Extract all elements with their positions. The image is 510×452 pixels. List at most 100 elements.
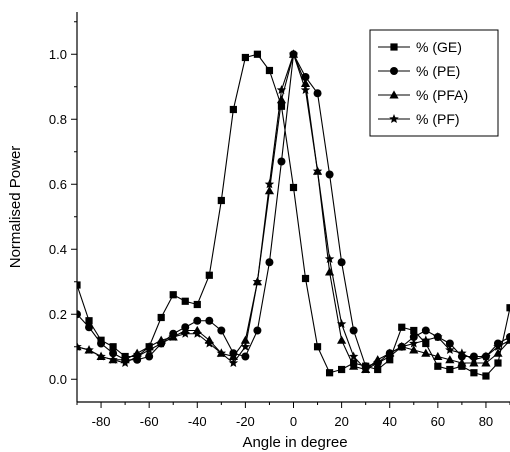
data-point	[264, 179, 275, 189]
data-point	[505, 335, 510, 345]
data-point	[422, 339, 430, 348]
legend-marker	[390, 43, 398, 51]
data-point	[433, 332, 443, 342]
data-point	[85, 323, 94, 332]
data-point	[145, 352, 154, 361]
data-point	[493, 348, 503, 357]
legend-label: % (GE)	[416, 39, 462, 55]
x-tick-label: 40	[382, 414, 396, 429]
data-point	[445, 355, 455, 364]
data-point	[168, 332, 178, 342]
data-point	[445, 339, 454, 348]
data-point	[276, 95, 287, 104]
axes: -80 -60 -40 -20 0 20 40 60 80 0.0 0.2 0.4 0.6 0.8 1.0 A…	[7, 12, 510, 451]
data-point	[433, 351, 443, 360]
data-point	[410, 326, 418, 335]
data-point	[205, 316, 214, 325]
data-point	[252, 276, 263, 286]
data-point	[409, 333, 418, 341]
data-point	[205, 271, 213, 279]
data-point	[253, 50, 262, 58]
data-point	[457, 358, 467, 367]
data-point	[337, 258, 346, 267]
data-point	[384, 351, 395, 361]
data-point	[421, 348, 431, 357]
data-point	[398, 323, 406, 331]
data-point	[84, 345, 94, 355]
y-tick-label: 0.8	[49, 112, 67, 127]
data-point	[349, 326, 358, 335]
data-point	[469, 358, 479, 367]
data-point	[108, 354, 118, 364]
data-point	[386, 356, 394, 364]
x-tick-label: 20	[334, 414, 348, 429]
y-tick-label: 0.0	[49, 372, 67, 387]
data-point	[348, 351, 359, 361]
data-point	[494, 359, 502, 367]
y-tick-label: 0.6	[49, 177, 67, 192]
data-point	[217, 196, 225, 205]
data-point	[253, 326, 262, 335]
data-point	[469, 354, 479, 364]
data-point	[228, 358, 239, 368]
data-point	[337, 335, 347, 344]
data-point	[470, 369, 478, 377]
data-point	[264, 186, 275, 195]
data-point	[109, 343, 117, 351]
data-point	[396, 341, 407, 351]
data-point	[434, 362, 442, 370]
data-point	[144, 345, 154, 355]
data-point	[409, 345, 419, 354]
data-point	[181, 297, 189, 305]
data-point	[265, 258, 274, 267]
legend-marker	[389, 114, 399, 124]
data-point	[77, 281, 81, 289]
data-point	[300, 85, 311, 95]
data-point	[157, 313, 165, 322]
x-axis-title: Angle in degree	[242, 434, 347, 451]
data-point	[325, 170, 334, 179]
data-point	[192, 328, 203, 338]
data-point	[324, 254, 335, 264]
data-point	[446, 365, 454, 374]
y-axis-title: Normalised Power	[7, 146, 24, 269]
data-point	[325, 369, 334, 377]
data-point	[265, 66, 274, 75]
data-point	[482, 372, 490, 380]
data-point	[493, 341, 503, 351]
series-star	[77, 49, 510, 374]
x-tick-label: 60	[431, 414, 445, 429]
data-point	[276, 85, 287, 95]
data-point	[204, 338, 215, 348]
y-tick-label: 1.0	[49, 47, 67, 62]
data-point	[216, 348, 227, 358]
data-point	[229, 105, 237, 114]
data-point	[241, 53, 249, 62]
data-point	[169, 291, 177, 299]
legend-marker	[390, 67, 398, 75]
data-point	[77, 341, 82, 351]
data-point	[421, 326, 430, 335]
data-point	[445, 345, 455, 355]
data-point	[77, 310, 81, 319]
data-point	[506, 304, 510, 312]
data-point	[240, 341, 251, 351]
x-tick-label: -20	[236, 414, 255, 429]
x-tick-label: -80	[92, 414, 111, 429]
data-point	[421, 335, 431, 345]
data-point	[338, 365, 346, 374]
data-point	[96, 351, 106, 361]
y-tick-label: 0.4	[49, 242, 67, 257]
data-point	[241, 352, 250, 361]
data-point	[481, 351, 491, 361]
data-point	[360, 364, 371, 374]
data-point	[109, 349, 118, 358]
legend-label: % (PFA)	[416, 87, 468, 103]
data-point	[85, 317, 93, 325]
x-tick-label: -60	[140, 414, 159, 429]
x-tick-label: 0	[290, 414, 297, 429]
data-point	[217, 326, 226, 335]
data-point	[132, 351, 142, 361]
data-point	[289, 183, 298, 192]
